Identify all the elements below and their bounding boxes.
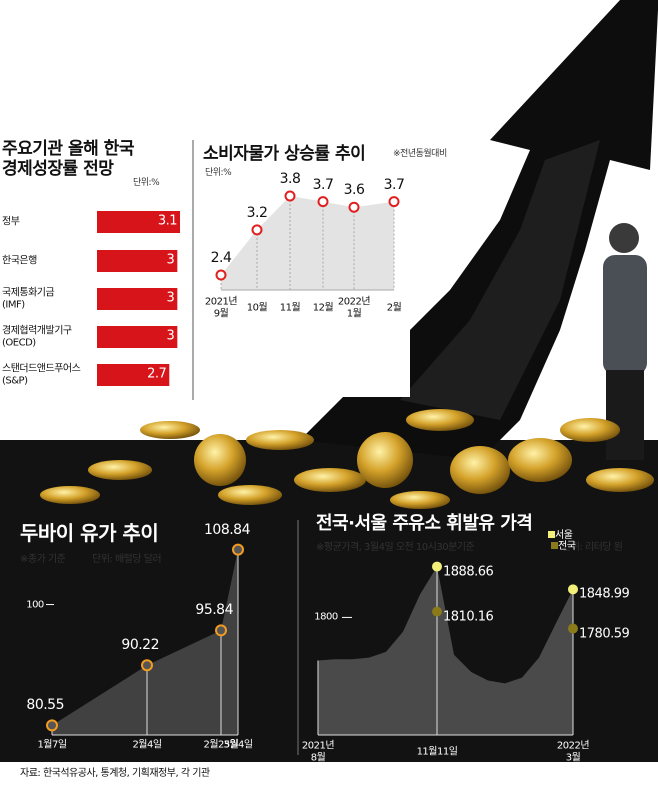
chart-title: 두바이 유가 추이 (20, 521, 159, 545)
bar (97, 250, 178, 272)
point (432, 561, 442, 572)
x-tick-label: 1월7일 (37, 739, 67, 751)
value-label: 3 (166, 328, 175, 344)
point (388, 196, 400, 208)
point (251, 224, 263, 236)
chart-title: 주요기관 올해 한국 경제성장률 전망 (2, 139, 134, 179)
unit: 단위: 리터당 원 (562, 542, 623, 553)
note: ※종가 기준 (20, 554, 66, 565)
x-tick-label: 3월4일 (223, 739, 253, 751)
legend-swatch (551, 542, 558, 549)
value-label: 95.84 (195, 602, 233, 619)
point (141, 659, 153, 672)
value-label: 3.6 (343, 182, 365, 199)
area (52, 549, 238, 735)
point (284, 190, 296, 202)
y-tick-label: 100 (26, 598, 44, 610)
value-label: 108.84 (204, 521, 251, 538)
x-tick-label: 2021년 8월 (301, 740, 335, 764)
unit: 단위: 배럴당 달러 (92, 554, 162, 565)
area (221, 196, 394, 290)
value-label: 3.1 (157, 213, 178, 229)
value-label: 1780.59 (579, 626, 630, 642)
legend-label: 서울 (555, 529, 573, 541)
unit: 단위:% (133, 178, 160, 188)
category-label: 정부 (2, 216, 20, 228)
value-label: 3 (166, 252, 175, 268)
value-label: 2.7 (147, 366, 167, 382)
point (215, 624, 227, 637)
bar (97, 288, 178, 310)
point (317, 196, 329, 208)
area (318, 566, 573, 735)
point (568, 623, 578, 634)
point (348, 201, 360, 213)
bar (97, 326, 178, 348)
note: ※전년동월대비 (393, 149, 447, 159)
value-label: 1810.16 (443, 609, 494, 625)
note: ※평균가격, 3월4일 오전 10시30분기준 (316, 542, 475, 553)
value-label: 3.7 (312, 176, 334, 193)
category-label: 한국은행 (2, 255, 37, 267)
x-tick-label: 2022년 1월 (337, 296, 371, 320)
category-label: 경제협력개발기구 (OECD) (2, 325, 72, 349)
x-tick-label: 2021년 9월 (204, 296, 238, 320)
value-label: 3 (166, 290, 175, 306)
x-tick-label: 10월 (246, 302, 268, 314)
y-tick-label: 1800 (314, 611, 338, 623)
value-label: 80.55 (26, 697, 64, 714)
value-label: 90.22 (121, 637, 159, 654)
bar (97, 364, 170, 386)
x-tick-label: 11월 (279, 302, 301, 314)
chart-title: 소비자물가 상승률 추이 (203, 144, 366, 164)
chart-title: 전국·서울 주유소 휘발유 가격 (316, 513, 533, 534)
point (46, 719, 58, 732)
legend: 서울 전국 (548, 518, 576, 553)
category-label: 스탠더드앤드푸어스 (S&P) (2, 363, 81, 387)
category-label: 국제통화기금 (IMF) (2, 287, 55, 311)
point (568, 584, 578, 595)
point (232, 543, 244, 556)
unit: 단위:% (205, 168, 232, 178)
legend-label: 전국 (558, 541, 576, 552)
x-tick-label: 2월4일 (132, 739, 162, 751)
legend-swatch (548, 530, 555, 538)
bar (97, 211, 180, 233)
x-tick-label: 11월11일 (416, 746, 458, 758)
x-tick-label: 2022년 3월 (556, 740, 590, 764)
value-label: 3.2 (246, 204, 268, 221)
value-label: 3.8 (279, 170, 301, 187)
x-tick-label: 2월 (386, 302, 402, 314)
point (432, 606, 442, 617)
value-label: 1888.66 (443, 564, 494, 580)
point (215, 269, 227, 281)
value-label: 3.7 (383, 176, 405, 193)
source: 자료: 한국석유공사, 통계청, 기획재정부, 각 기관 (20, 768, 210, 779)
value-label: 1848.99 (579, 586, 630, 602)
value-label: 2.4 (210, 249, 232, 266)
x-tick-label: 2월25일 (203, 739, 240, 751)
x-tick-label: 12월 (312, 302, 334, 314)
